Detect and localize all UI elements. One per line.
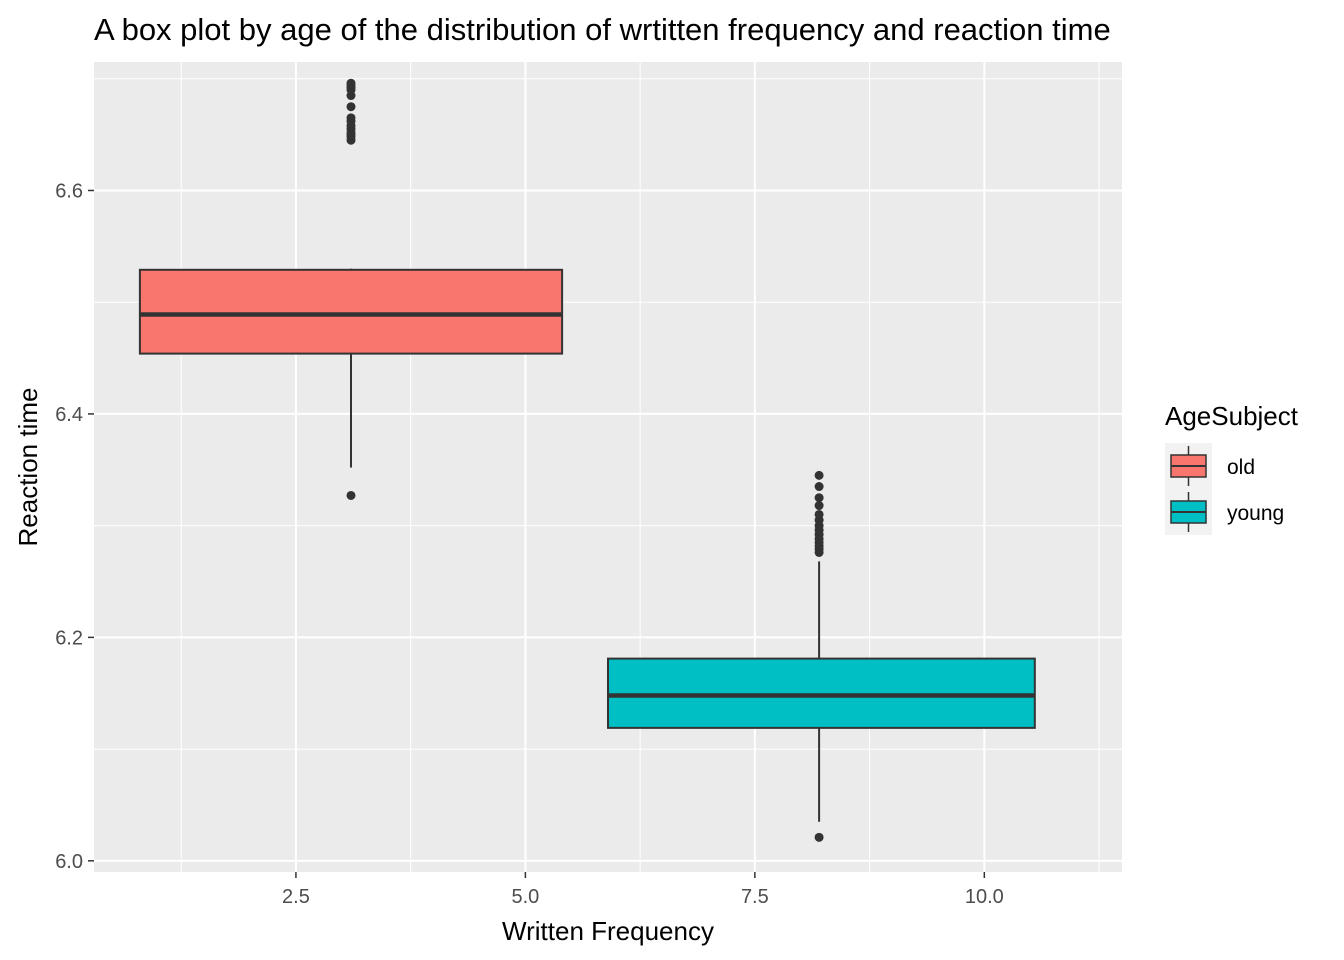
x-tick-label: 10.0 [965, 886, 1004, 908]
x-tick-label: 5.0 [511, 886, 539, 908]
box-iqr [138, 268, 564, 355]
x-axis: 2.5 5.0 7.5 10.0 [282, 872, 1004, 908]
outlier-point [814, 501, 824, 511]
y-axis-title: Reaction time [13, 388, 43, 547]
y-tick-label: 6.4 [55, 404, 83, 426]
legend-label-young: young [1227, 502, 1284, 525]
boxes [138, 78, 1036, 842]
x-axis-title: Written Frequency [502, 916, 714, 946]
outlier-point [346, 490, 356, 500]
x-tick-label: 2.5 [282, 886, 310, 908]
y-axis: 6.0 6.2 6.4 6.6 [55, 180, 94, 873]
chart-title: A box plot by age of the distribution of… [94, 12, 1111, 47]
legend: AgeSubject old young [1165, 401, 1299, 535]
outlier-point [814, 493, 824, 503]
major-gridlines [94, 62, 1122, 872]
box-young [607, 470, 1036, 842]
legend-entry-young: young [1165, 489, 1284, 535]
outlier-point [814, 832, 824, 842]
y-tick-label: 6.0 [55, 851, 83, 873]
legend-title: AgeSubject [1165, 401, 1299, 431]
outlier-point [814, 470, 824, 480]
legend-entry-old: old [1165, 443, 1255, 489]
outlier-point [346, 113, 356, 123]
legend-label-old: old [1227, 456, 1255, 479]
legend-entries: old young [1165, 443, 1284, 535]
outlier-point [814, 509, 824, 519]
outlier-point [346, 102, 356, 112]
y-tick-label: 6.6 [55, 180, 83, 202]
plot-panel [94, 62, 1122, 872]
outlier-point [814, 482, 824, 492]
box-old [138, 78, 564, 500]
minor-gridlines [94, 62, 1122, 872]
outlier-point [346, 78, 356, 88]
x-tick-label: 7.5 [741, 886, 769, 908]
y-tick-label: 6.2 [55, 627, 83, 649]
